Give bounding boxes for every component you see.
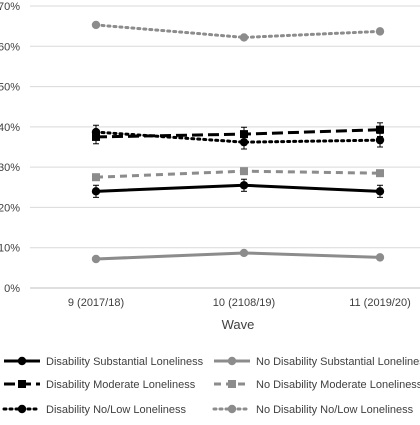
series-no-disability-moderate-loneliness	[92, 167, 384, 182]
data-point	[376, 169, 384, 178]
data-point	[240, 167, 248, 176]
legend-item-disability-no-low-loneliness: Disability No/Low Loneliness	[2, 404, 187, 416]
data-point	[91, 254, 101, 264]
data-point	[92, 173, 100, 182]
legend-marker	[227, 404, 237, 414]
data-point	[91, 127, 101, 137]
series-line	[95, 183, 381, 193]
y-tick-label: 20%	[0, 202, 20, 214]
data-point	[239, 181, 249, 190]
legend-marker	[17, 404, 27, 414]
legend-item-disability-moderate-loneliness: Disability Moderate Loneliness	[4, 379, 196, 391]
series-line	[95, 251, 381, 261]
y-tick-label: 50%	[0, 82, 20, 94]
legend-item-no-disability-substantial-loneliness: No Disability Substantial Loneliness	[214, 356, 420, 368]
legend-item-no-disability-moderate-loneliness: No Disability Moderate Loneliness	[214, 379, 420, 391]
legend: Disability Substantial Loneliness No Disa…	[2, 356, 420, 416]
x-axis-label: Wave	[222, 317, 255, 332]
legend-label: Disability Substantial Loneliness	[46, 356, 204, 368]
data-point	[91, 187, 101, 196]
series-no-disability-substantial-loneliness	[91, 248, 385, 264]
data-point	[91, 20, 101, 30]
data-point	[375, 253, 385, 262]
x-tick-label: 11 (2019/20)	[349, 297, 411, 309]
data-point	[240, 130, 248, 139]
x-axis-ticks: 9 (2017/18) 10 (2108/19) 11 (2019/20)	[68, 297, 411, 309]
legend-label: Disability Moderate Loneliness	[46, 379, 196, 391]
data-point	[375, 187, 385, 196]
series-lines	[91, 20, 385, 264]
legend-label: No Disability No/Low Loneliness	[256, 404, 414, 416]
data-point	[239, 248, 249, 258]
legend-marker	[17, 356, 27, 366]
series-line	[94, 130, 382, 144]
legend-item-no-disability-no-low-loneliness: No Disability No/Low Loneliness	[212, 404, 414, 416]
x-tick-label: 10 (2108/19)	[213, 297, 275, 309]
data-point	[375, 27, 385, 36]
legend-item-disability-substantial-loneliness: Disability Substantial Loneliness	[4, 356, 204, 368]
data-point	[375, 135, 385, 145]
y-tick-label: 60%	[0, 41, 20, 53]
series-disability-substantial-loneliness	[91, 178, 385, 198]
y-tick-label: 70%	[0, 1, 20, 13]
series-disability-no-low-loneliness	[91, 124, 385, 150]
gridlines	[30, 5, 420, 289]
series-line	[94, 23, 382, 39]
series-no-disability-no-low-loneliness	[91, 20, 385, 42]
legend-marker	[227, 356, 237, 366]
y-tick-label: 0%	[4, 283, 20, 295]
legend-marker	[228, 380, 236, 388]
series-line	[95, 169, 381, 179]
data-point	[376, 125, 384, 134]
y-tick-label: 40%	[0, 122, 20, 134]
legend-label: Disability No/Low Loneliness	[46, 404, 187, 416]
y-tick-label: 10%	[0, 243, 20, 255]
legend-label: No Disability Substantial Loneliness	[256, 356, 420, 368]
y-tick-label: 30%	[0, 162, 20, 174]
legend-marker	[18, 380, 26, 388]
data-point	[239, 33, 249, 42]
y-axis-ticks: 0% 10% 20% 30% 40% 50% 60% 70%	[0, 1, 20, 295]
legend-label: No Disability Moderate Loneliness	[256, 379, 420, 391]
x-tick-label: 9 (2017/18)	[68, 297, 124, 309]
data-point	[239, 137, 249, 147]
